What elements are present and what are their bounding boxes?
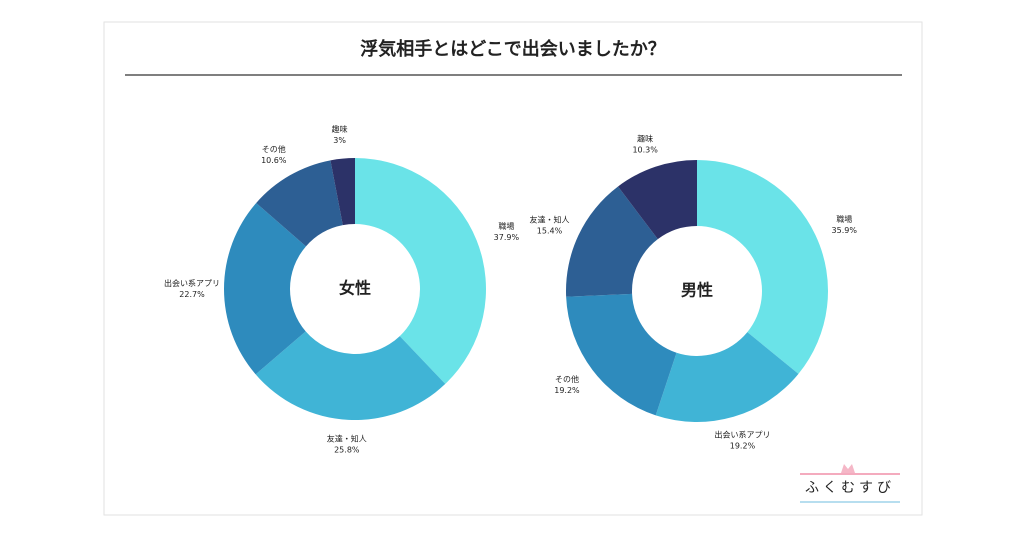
slice-value-label: 3% [333,136,346,145]
slice-value-label: 22.7% [179,290,205,299]
donut-slice [697,160,828,374]
slice-name: 職場 [498,221,514,231]
title: 浮気相手とはどこで出会いましたか？ [360,38,665,60]
slice-value-label: 37.9% [494,233,520,242]
slice-name: 友達・知人 [530,215,570,225]
donut-slice [618,160,697,240]
slice-name: その他 [555,374,579,384]
slice-value-label: 25.8% [334,445,360,454]
slice-name: 出会い系アプリ [714,429,770,439]
donut-slice [255,331,446,420]
slice-value-label: 15.4% [537,227,563,236]
donut-slice [566,186,658,297]
donut-slice [223,202,306,375]
donut-slice [256,160,343,247]
slice-name: 趣味 [637,134,653,144]
slice-name: 出会い系アプリ [164,278,220,288]
slice-name: その他 [262,144,286,154]
slice-value-label: 10.6% [261,156,287,165]
donut-slice [566,293,677,416]
center-label: 女性 [339,279,371,298]
logo-text: ふくむすび [805,480,895,496]
donut-slice [330,158,355,226]
slice-value-label: 19.2% [554,386,580,395]
slice-value-label: 35.9% [832,226,858,235]
slice-value-label: 19.2% [730,441,756,450]
donut-slice [655,332,799,423]
donut-slice [355,158,486,384]
logo-icon [841,464,855,473]
slice-name: 友達・知人 [327,433,367,443]
slice-name: 趣味 [332,124,348,134]
slice-value-label: 10.3% [632,146,658,155]
logo: ふくむすび [800,464,900,503]
slice-name: 職場 [836,214,852,224]
center-label: 男性 [681,281,713,300]
